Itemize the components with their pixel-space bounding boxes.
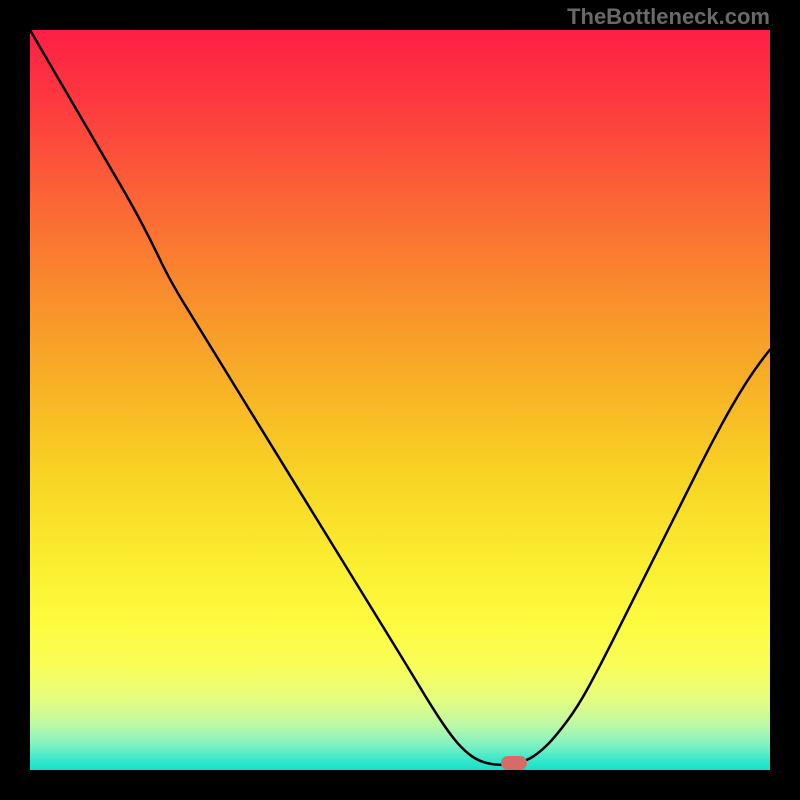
- plot-area: [30, 30, 770, 770]
- optimal-point-marker: [501, 756, 527, 770]
- bottleneck-curve: [30, 30, 770, 770]
- bottleneck-curve-path: [30, 30, 770, 765]
- watermark-text: TheBottleneck.com: [567, 4, 770, 30]
